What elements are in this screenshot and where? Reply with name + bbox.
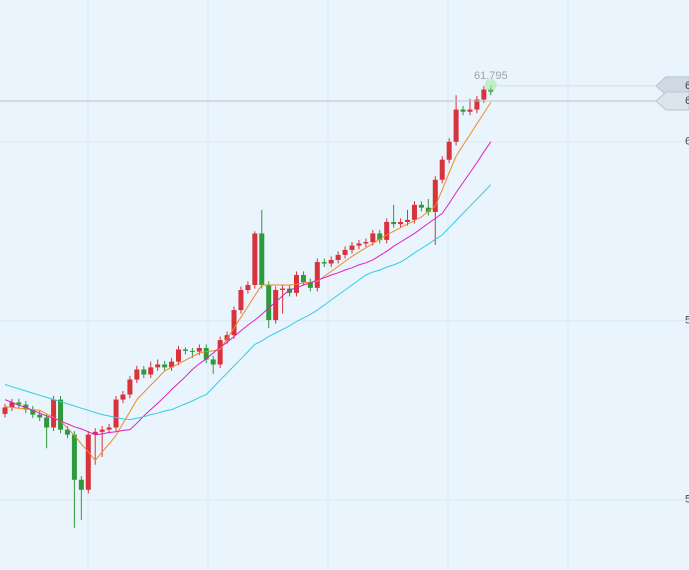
candle-body (16, 402, 22, 405)
candle-body (287, 288, 293, 293)
candle-body (398, 221, 404, 225)
candle-body (238, 290, 244, 311)
candle-body (176, 349, 181, 362)
candle-body (335, 254, 341, 260)
y-tick-label: 6 (685, 136, 689, 148)
candle-body (120, 394, 126, 400)
candle-body (411, 204, 417, 220)
candle-body (78, 479, 84, 490)
candle-body (370, 233, 376, 243)
candle-body (9, 402, 15, 408)
candle-body (106, 427, 112, 430)
candle-body (148, 367, 154, 375)
candle-body (51, 399, 57, 428)
candle-body (58, 399, 64, 430)
price-tag-label: 6 (685, 95, 689, 107)
candle-body (307, 282, 313, 288)
candle-body (189, 350, 195, 352)
price-tag-label: 6 (685, 80, 689, 92)
candle-body (467, 109, 473, 112)
candle-body (224, 335, 230, 341)
candle-body (446, 141, 452, 160)
candle-body (259, 233, 265, 285)
candle-body (363, 242, 369, 244)
candle-body (37, 414, 43, 418)
candle-body (280, 288, 286, 291)
candle-body (182, 349, 188, 351)
candle-body (162, 364, 168, 368)
candle-body (273, 290, 279, 321)
candle-body (266, 285, 272, 321)
candle-body (71, 434, 77, 480)
candle-body (328, 259, 334, 264)
candle-body (384, 221, 390, 240)
candle-body (99, 429, 105, 432)
moving-average-line (4, 141, 492, 436)
candle-body (439, 159, 445, 180)
candle-body (300, 274, 306, 283)
candle-body (203, 348, 209, 360)
candle-body (113, 399, 119, 428)
high-marker-glow (484, 78, 497, 91)
candle-body (460, 109, 466, 112)
candle-body (481, 89, 487, 100)
candle-body (474, 99, 480, 110)
candle-body (64, 429, 70, 435)
y-tick-label: 5 (685, 494, 689, 506)
candle-body (453, 109, 459, 142)
candle-body (2, 407, 8, 414)
candle-body (349, 245, 355, 250)
candle-body (377, 233, 383, 240)
candle-body (44, 417, 50, 428)
candle-body (391, 221, 397, 225)
candle-body (252, 233, 258, 285)
candle-body (92, 431, 98, 435)
candle-body (30, 409, 36, 415)
annotation: 61.795 (474, 70, 508, 82)
candle-body (245, 285, 251, 291)
candle-body (134, 369, 140, 380)
candle-body (210, 359, 216, 365)
candle-body (321, 262, 327, 264)
price-tag (655, 91, 689, 111)
moving-average-line (4, 102, 492, 462)
candle-body (418, 204, 424, 208)
candle-body (196, 348, 202, 352)
candle-body (231, 310, 237, 336)
candle-body (217, 340, 223, 365)
y-tick-label: 5 (685, 315, 689, 327)
candle-body (342, 249, 348, 255)
candle-body (356, 243, 362, 246)
candle-body (169, 361, 175, 368)
candle-body (405, 219, 411, 222)
candle-body (85, 434, 91, 490)
candle-body (155, 364, 161, 368)
candle-body (314, 262, 320, 288)
candle-body (127, 379, 133, 395)
moving-average-line (4, 184, 492, 421)
candle-body (141, 369, 147, 375)
candle-body (432, 179, 438, 212)
candle-body (425, 207, 431, 212)
